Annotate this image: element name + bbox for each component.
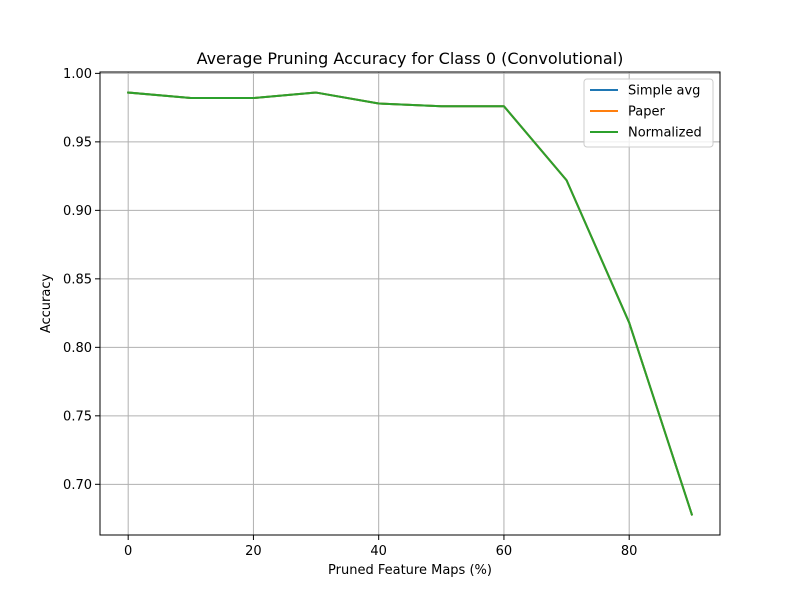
chart-title: Average Pruning Accuracy for Class 0 (Co…: [197, 49, 624, 68]
x-tick-label: 80: [621, 544, 638, 559]
series-lines: [127, 91, 694, 516]
y-tick-label: 0.75: [63, 409, 92, 424]
x-tick-label: 40: [370, 544, 387, 559]
legend-box: [583, 78, 714, 148]
y-axis-label: Accuracy: [39, 274, 54, 334]
series-line-normalized: [127, 91, 694, 516]
y-tick-label: 0.70: [63, 478, 92, 493]
y-tick-label: 0.90: [63, 204, 92, 219]
legend-label: Paper: [628, 105, 665, 120]
legend-label: Normalized: [628, 126, 702, 141]
y-tick-label: 0.95: [63, 135, 92, 150]
x-tick-label: 0: [124, 544, 132, 559]
x-axis-label: Pruned Feature Maps (%): [328, 563, 492, 578]
x-tick-label: 20: [245, 544, 262, 559]
ticks: 0 20 40 60 80 0.70 0.75 0.80 0.85 0.90 0.95 1.00: [63, 67, 637, 559]
y-tick-label: 0.85: [63, 272, 92, 287]
legend-label: Simple avg: [628, 84, 700, 99]
y-tick-label: 0.80: [63, 341, 92, 356]
legend: Simple avg Paper Normalized: [583, 78, 714, 148]
plot-frame: [99, 71, 721, 536]
x-tick-label: 60: [496, 544, 513, 559]
y-tick-label: 1.00: [63, 67, 92, 82]
